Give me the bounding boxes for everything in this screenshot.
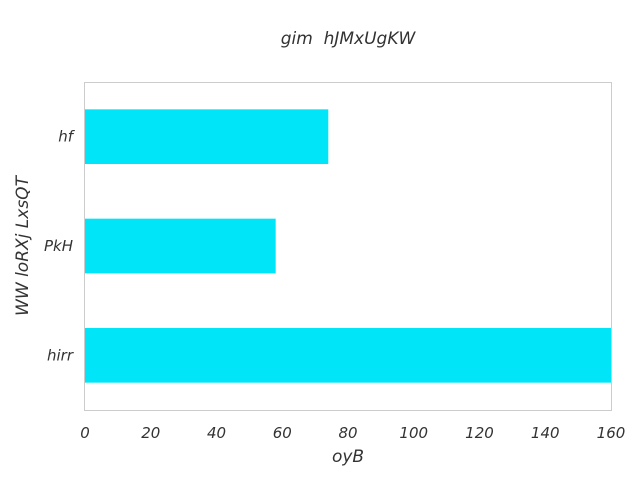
- y-tick-labels: hf PkH hirr: [44, 128, 76, 365]
- y-tick-label-PkH: PkH: [44, 237, 73, 255]
- x-tick-label-120: 120: [465, 424, 494, 442]
- y-axis-label: WW loRXj LxsQT: [13, 174, 33, 316]
- x-tick-label-80: 80: [338, 424, 357, 442]
- y-tick-label-hirr: hirr: [47, 346, 74, 364]
- x-tick-label-0: 0: [80, 424, 90, 442]
- x-tick-label-100: 100: [399, 424, 428, 442]
- x-axis-label: oyB: [332, 447, 364, 467]
- plot-frame: [84, 82, 612, 411]
- x-tick-label-160: 160: [597, 424, 626, 442]
- bar-hf: [85, 109, 329, 164]
- y-tick-label-hf: hf: [58, 128, 76, 146]
- x-tick-labels: 0 20 40 60 80 100 120 140 160: [80, 424, 625, 442]
- bars-group: [85, 109, 611, 383]
- x-tick-label-20: 20: [141, 424, 160, 442]
- chart-title: gim hJMxUgKW: [281, 29, 417, 49]
- x-tick-label-40: 40: [207, 424, 226, 442]
- bar-PkH: [85, 218, 276, 274]
- bar-hirr: [85, 328, 611, 383]
- x-tick-label-60: 60: [273, 424, 292, 442]
- x-tick-label-140: 140: [531, 424, 560, 442]
